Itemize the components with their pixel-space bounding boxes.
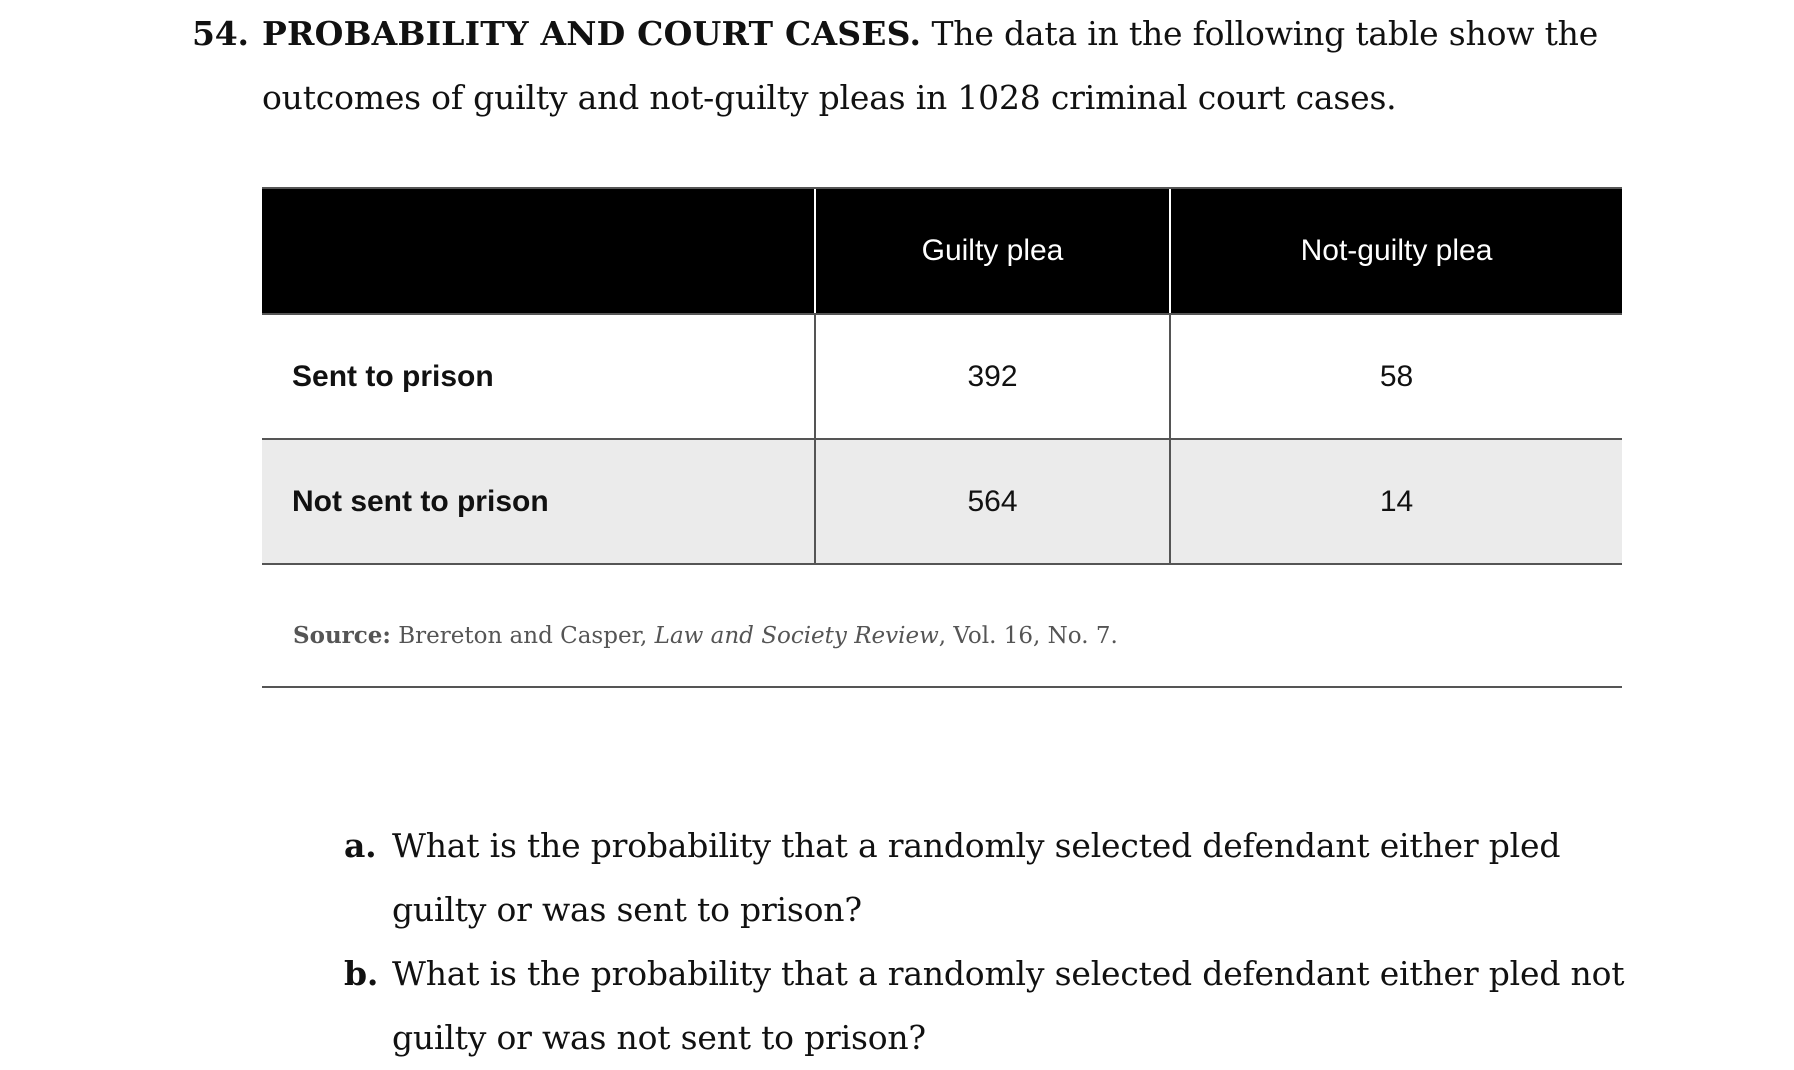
- cell-sent-guilty: 392: [814, 314, 1170, 440]
- table-row: Sent to prison 392 58: [262, 314, 1622, 440]
- problem-heading: PROBABILITY AND COURT CASES.: [262, 14, 922, 53]
- row-label-sent-to-prison: Sent to prison: [262, 314, 815, 440]
- row-label-not-sent-to-prison: Not sent to prison: [262, 439, 815, 565]
- problem-number: 54.: [192, 14, 249, 53]
- table-header-row: Guilty plea Not-guilty plea: [262, 187, 1622, 315]
- source-details: , Vol. 16, No. 7.: [938, 623, 1118, 649]
- table-bottom-rule: [262, 686, 1622, 688]
- data-table-container: Guilty plea Not-guilty plea Sent to pris…: [262, 187, 1622, 565]
- problem-intro: 54. PROBABILITY AND COURT CASES. The dat…: [192, 2, 1662, 130]
- source-journal: Law and Society Review: [654, 623, 939, 649]
- table-source: Source: Brereton and Casper, Law and Soc…: [293, 622, 1118, 649]
- question-a-letter: a.: [344, 826, 377, 865]
- outcomes-table: Guilty plea Not-guilty plea Sent to pris…: [262, 187, 1622, 565]
- cell-sent-not-guilty: 58: [1169, 314, 1622, 440]
- source-authors: Brereton and Casper,: [398, 623, 648, 649]
- header-corner-cell: [262, 187, 815, 315]
- question-b: b. What is the probability that a random…: [344, 942, 1632, 1070]
- question-a-text: What is the probability that a randomly …: [392, 826, 1561, 929]
- question-a: a. What is the probability that a random…: [344, 814, 1632, 942]
- cell-not-sent-guilty: 564: [814, 439, 1170, 565]
- question-b-letter: b.: [344, 954, 379, 993]
- header-not-guilty-plea: Not-guilty plea: [1169, 187, 1622, 315]
- header-guilty-plea: Guilty plea: [814, 187, 1170, 315]
- cell-not-sent-not-guilty: 14: [1169, 439, 1622, 565]
- table-row: Not sent to prison 564 14: [262, 439, 1622, 565]
- source-label: Source:: [293, 622, 391, 649]
- question-list: a. What is the probability that a random…: [344, 814, 1632, 1070]
- question-b-text: What is the probability that a randomly …: [392, 954, 1625, 1057]
- problem-text: The data in the following table show the…: [262, 14, 1599, 117]
